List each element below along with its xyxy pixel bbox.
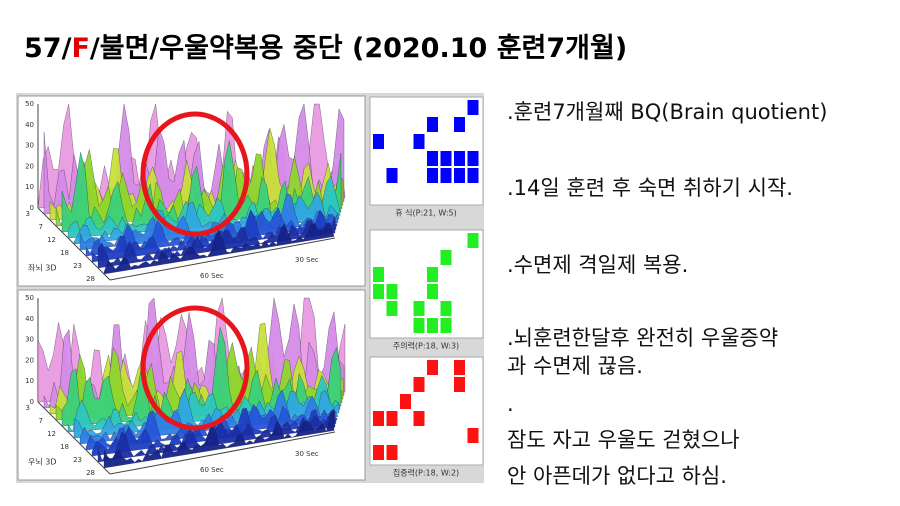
grid-cell [454,377,465,392]
grid-cell [440,301,452,316]
grid-cell [427,360,438,375]
grid-cell [373,134,384,149]
z-tick-label: 30 [25,336,34,344]
depth-tick-label: 12 [47,430,56,438]
grid-cell [400,394,411,409]
z-tick-label: 40 [25,121,34,129]
grid-cell [373,284,384,299]
grid-cell [467,233,479,248]
grid-cell [454,168,465,183]
grid-cell [386,445,398,460]
z-tick-label: 20 [25,356,34,364]
note: .뇌훈련한달후 완전히 우울증약 [507,326,779,350]
surface-row [67,375,341,433]
grid-cell [440,318,452,333]
note: .수면제 격일제 복용. [507,253,689,277]
grid-cell [440,168,452,183]
grid-cell [467,428,479,443]
depth-tick-label: 23 [73,262,82,270]
title: 57/F/불면/우울약복용 중단 (2020.10 훈련7개월) [24,26,627,65]
grid-cell [467,100,479,115]
time-axis [109,431,336,475]
time-label: 30 Sec [295,450,319,458]
grid-cell [373,411,384,426]
depth-tick-label: 3 [26,210,30,218]
depth-tick-label: 18 [60,443,69,451]
grid-cell [427,318,438,333]
plot-label: 우뇌 3D [28,458,57,467]
grid-cell [386,301,398,316]
z-tick-label: 40 [25,315,34,323]
grid-cell [413,134,425,149]
note: .14일 훈련 후 숙면 취하기 시작. [507,176,793,200]
time-label: 30 Sec [295,256,319,264]
grid-cell [467,168,479,183]
title-suffix: /불면/우울약복용 중단 (2020.10 훈련7개월) [89,33,628,64]
grid-cell [427,151,438,166]
depth-tick-label: 28 [86,469,95,477]
depth-tick-label: 12 [47,236,56,244]
grid-cell [413,411,425,426]
grid-cell [386,411,398,426]
title-prefix: 57/ [24,33,72,64]
depth-axis [37,207,111,281]
grid-cell [427,267,438,282]
z-tick-label: 50 [25,100,34,108]
z-tick-label: 20 [25,162,34,170]
z-tick-label: 10 [25,183,34,191]
highlight-circle [140,111,250,237]
note: 잠도 자고 우울도 걷혔으나 [507,428,740,452]
time-label: 60 Sec [200,272,224,280]
time-label: 60 Sec [200,466,224,474]
note: .훈련7개월째 BQ(Brain quotient) [507,100,828,124]
depth-tick-label: 18 [60,249,69,257]
z-tick-label: 30 [25,142,34,150]
grid-cell [373,267,384,282]
grid-cell [454,151,465,166]
depth-tick-label: 28 [86,275,95,283]
grid-cell [386,168,398,183]
z-tick-label: 50 [25,294,34,302]
grid-cell [427,168,438,183]
z-tick-label: 0 [30,204,34,212]
grid-cell [467,151,479,166]
z-tick-label: 0 [30,398,34,406]
grid-cell [413,377,425,392]
grid-cell [427,284,438,299]
title-highlight: F [71,33,90,64]
grid-cell [427,117,438,132]
grid-cell [413,301,425,316]
grid-caption: 집중력(P:18, W:2) [393,468,459,478]
grid-cell [386,284,398,299]
grid-caption: 휴 식(P:21, W:5) [395,209,457,218]
plot-label: 좌뇌 3D [28,264,57,273]
depth-axis [37,401,111,475]
grid-cell [440,151,452,166]
surface-row [61,327,342,427]
grid-cell [454,117,465,132]
note: 안 아픈데가 없다고 하심. [507,464,727,488]
depth-tick-label: 3 [26,404,30,412]
grid-cell [454,360,465,375]
time-axis [109,237,336,281]
depth-tick-label: 23 [73,456,82,464]
grid-cell [373,445,384,460]
note: . [507,392,514,416]
note: 과 수면제 끊음. [507,354,643,378]
grid-cell [440,250,452,265]
depth-tick-label: 7 [39,417,43,425]
highlight-circle [140,305,250,431]
grid-box [369,96,484,206]
z-tick-label: 10 [25,377,34,385]
surface-row [103,408,335,469]
grid-cell [413,318,425,333]
depth-tick-label: 7 [39,223,43,231]
grid-caption: 주의력(P:18, W:3) [393,341,459,351]
surface-row [103,223,335,275]
